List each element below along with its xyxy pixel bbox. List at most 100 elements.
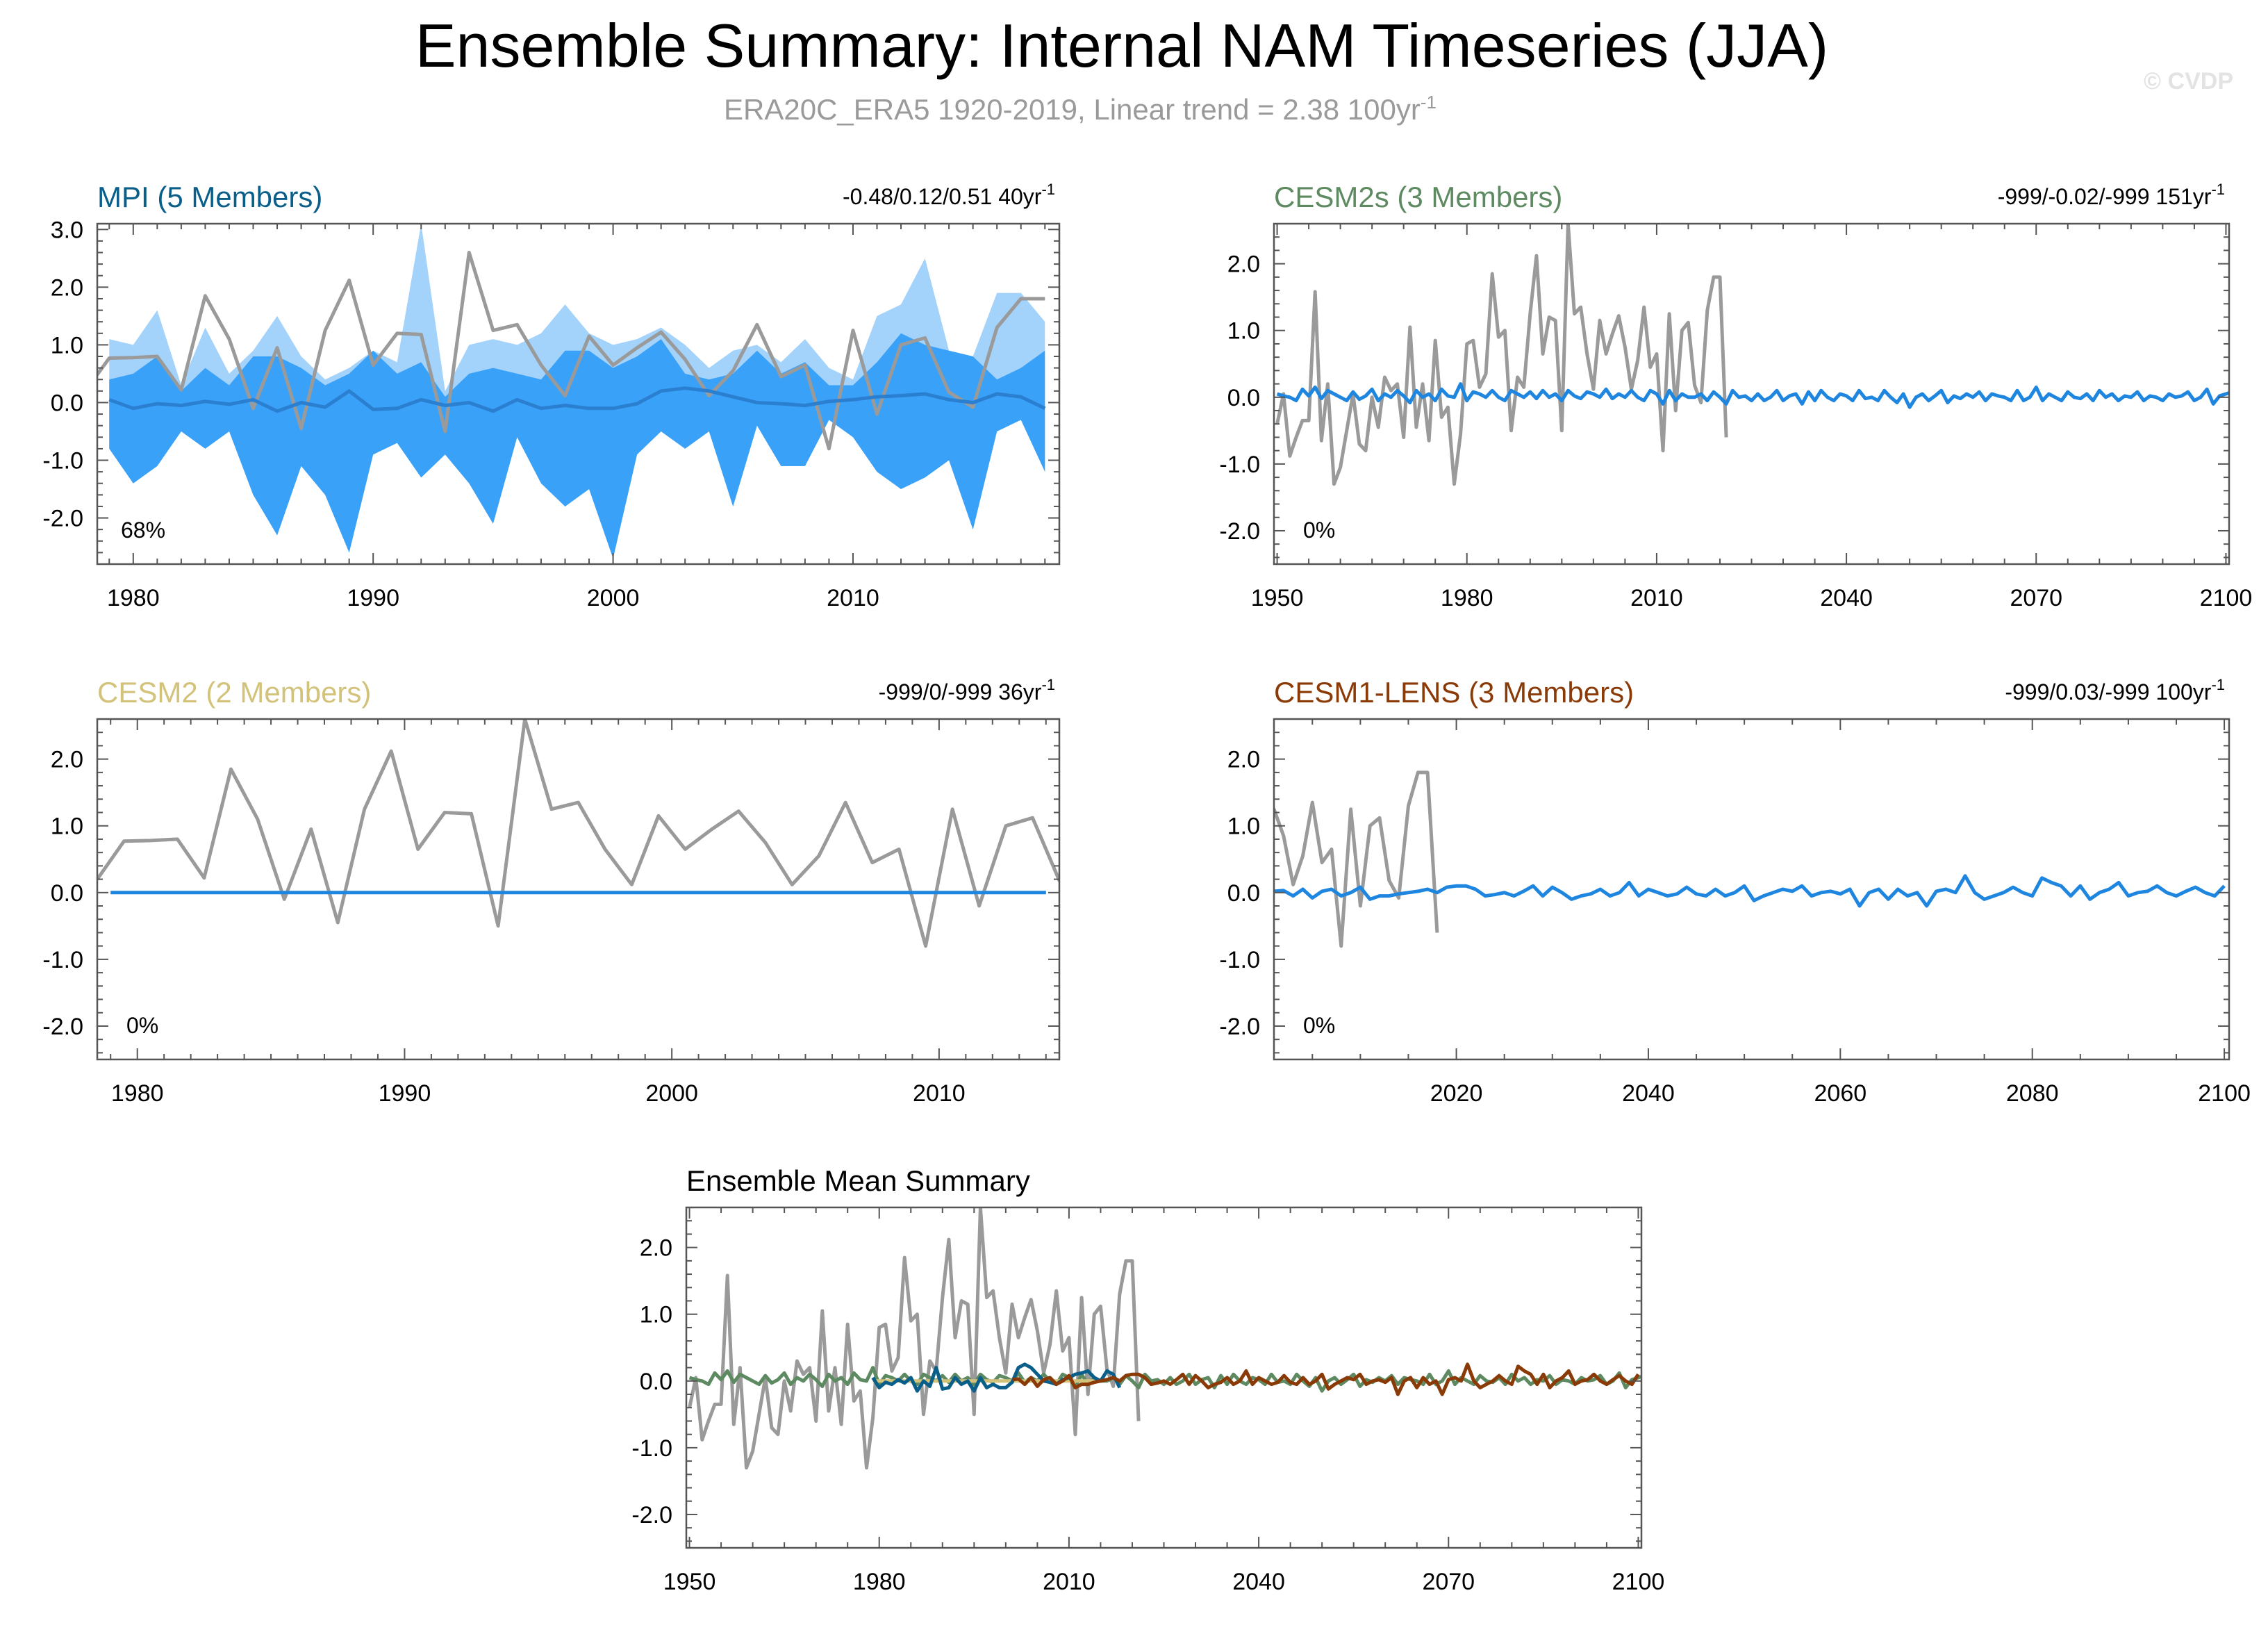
stats-superscript: -1 xyxy=(2211,181,2225,198)
panel-mpi: MPI (5 Members) -0.48/0.12/0.51 40yr-1 3.0… xyxy=(42,181,1061,611)
x-tick-label: 1990 xyxy=(347,585,399,611)
panel-stats: -0.48/0.12/0.51 40yr-1 xyxy=(843,181,1055,209)
panel-stats: -999/-0.02/-999 151yr-1 xyxy=(1998,181,2225,209)
y-tick-label: 0.0 xyxy=(1227,880,1260,907)
obs-series-line xyxy=(1274,770,1439,948)
x-tick-label: 1980 xyxy=(111,1080,164,1107)
x-tick-label: 1990 xyxy=(379,1080,431,1107)
y-tick-label: -1.0 xyxy=(1219,947,1260,973)
y-tick-label: -1.0 xyxy=(631,1435,672,1462)
percent-label: 0% xyxy=(1303,1013,1335,1038)
x-tick-label: 2100 xyxy=(2200,585,2253,611)
x-tick-label: 1950 xyxy=(1251,585,1304,611)
x-tick-label: 2020 xyxy=(1430,1080,1483,1107)
panel-title: CESM1-LENS (3 Members) xyxy=(1274,676,1634,709)
y-tick-label: 0.0 xyxy=(51,880,83,907)
panels: MPI (5 Members) -0.48/0.12/0.51 40yr-13.0… xyxy=(42,181,2252,1595)
plot-frame xyxy=(96,222,1061,566)
ensemble-mean-line xyxy=(1274,874,2226,908)
percent-label: 0% xyxy=(1303,518,1335,543)
x-tick-label: 2000 xyxy=(587,585,640,611)
panel-cesm1: CESM1-LENS (3 Members) -999/0.03/-999 100… xyxy=(1219,676,2251,1107)
y-tick-label: 1.0 xyxy=(640,1302,672,1328)
y-tick-label: 0.0 xyxy=(1227,385,1260,411)
y-tick-label: 2.0 xyxy=(640,1235,672,1262)
x-tick-label: 2080 xyxy=(2006,1080,2059,1107)
panel-ensmean: Ensemble Mean Summary 2.0 1.0 0.0 -1.0 -2.0 19… xyxy=(631,1164,1664,1595)
x-tick-label: 2000 xyxy=(645,1080,698,1107)
x-tick-label: 1980 xyxy=(853,1569,906,1595)
y-tick-label: -2.0 xyxy=(631,1502,672,1528)
x-tick-label: 2040 xyxy=(1820,585,1873,611)
subtitle-text: ERA20C_ERA5 1920-2019, Linear trend = 2.… xyxy=(724,93,1421,126)
stats-text: -999/-0.02/-999 151yr xyxy=(1998,184,2212,209)
obs-series-line xyxy=(1275,224,1728,486)
x-tick-label: 1980 xyxy=(1441,585,1493,611)
panel-stats: -999/0/-999 36yr-1 xyxy=(879,676,1055,704)
x-tick-label: 1950 xyxy=(663,1569,716,1595)
x-tick-label: 1980 xyxy=(107,585,160,611)
copyright-watermark: © CVDP xyxy=(2144,68,2233,94)
x-tick-label: 2010 xyxy=(1630,585,1683,611)
x-tick-label: 2100 xyxy=(2198,1080,2251,1107)
subtitle-superscript: -1 xyxy=(1421,92,1437,113)
plot-frame xyxy=(1273,718,2230,1061)
y-tick-label: 2.0 xyxy=(1227,251,1260,278)
y-tick-label: 3.0 xyxy=(51,217,83,243)
ensemble-mean-line xyxy=(108,386,1046,413)
y-tick-label: 0.0 xyxy=(51,390,83,416)
series-line-cesm1-lens xyxy=(1011,1362,1640,1396)
x-tick-label: 2070 xyxy=(2010,585,2062,611)
obs-series-line xyxy=(97,251,1045,451)
panel-title: CESM2 (2 Members) xyxy=(97,676,371,709)
panel-title: Ensemble Mean Summary xyxy=(686,1164,1030,1197)
y-tick-label: 2.0 xyxy=(51,747,83,773)
series-line-mpi xyxy=(871,1362,1122,1393)
panel-title: MPI (5 Members) xyxy=(97,181,322,213)
x-tick-label: 2010 xyxy=(1043,1569,1095,1595)
figure-title: Ensemble Summary: Internal NAM Timeserie… xyxy=(415,11,1828,80)
obs-series-line xyxy=(688,1207,1141,1470)
y-tick-label: -2.0 xyxy=(1219,518,1260,545)
plot-area xyxy=(97,224,1046,559)
stats-superscript: -1 xyxy=(2211,676,2225,693)
plot-area xyxy=(1275,224,2229,486)
figure-subtitle: ERA20C_ERA5 1920-2019, Linear trend = 2.… xyxy=(724,92,1437,126)
panel-title: CESM2s (3 Members) xyxy=(1274,181,1562,213)
x-tick-label: 2060 xyxy=(1814,1080,1867,1107)
y-tick-label: -2.0 xyxy=(1219,1014,1260,1040)
y-tick-label: 1.0 xyxy=(51,814,83,840)
plot-area xyxy=(688,1207,1641,1470)
stats-text: -999/0.03/-999 100yr xyxy=(2005,679,2211,704)
stats-superscript: -1 xyxy=(1041,181,1055,198)
y-tick-label: 1.0 xyxy=(1227,318,1260,345)
percent-label: 68% xyxy=(121,518,165,543)
y-tick-label: -1.0 xyxy=(1219,452,1260,478)
plot-area xyxy=(97,719,1059,948)
x-tick-label: 2010 xyxy=(913,1080,966,1107)
panel-cesm2s: CESM2s (3 Members) -999/-0.02/-999 151yr-… xyxy=(1219,181,2252,611)
obs-series-line xyxy=(97,719,1059,948)
x-tick-label: 2040 xyxy=(1622,1080,1675,1107)
stats-superscript: -1 xyxy=(1041,676,1055,693)
plot-area xyxy=(1274,770,2226,948)
panel-cesm2: CESM2 (2 Members) -999/0/-999 36yr-1 2.0 1.… xyxy=(42,676,1061,1107)
y-tick-label: -1.0 xyxy=(42,448,83,474)
x-tick-label: 2010 xyxy=(827,585,879,611)
y-tick-label: -1.0 xyxy=(42,947,83,973)
y-tick-label: 2.0 xyxy=(51,274,83,301)
y-tick-label: 1.0 xyxy=(1227,814,1260,840)
percent-label: 0% xyxy=(126,1013,158,1038)
ensemble-mean-line xyxy=(1276,382,2229,409)
y-tick-label: 1.0 xyxy=(51,332,83,358)
plot-frame xyxy=(96,718,1061,1061)
y-tick-label: 0.0 xyxy=(640,1369,672,1395)
x-tick-label: 2100 xyxy=(1612,1569,1665,1595)
y-tick-label: -2.0 xyxy=(42,506,83,532)
y-tick-label: -2.0 xyxy=(42,1014,83,1040)
panel-stats: -999/0.03/-999 100yr-1 xyxy=(2005,676,2225,704)
x-tick-label: 2070 xyxy=(1422,1569,1475,1595)
stats-text: -0.48/0.12/0.51 40yr xyxy=(843,184,1042,209)
stats-text: -999/0/-999 36yr xyxy=(879,679,1042,704)
